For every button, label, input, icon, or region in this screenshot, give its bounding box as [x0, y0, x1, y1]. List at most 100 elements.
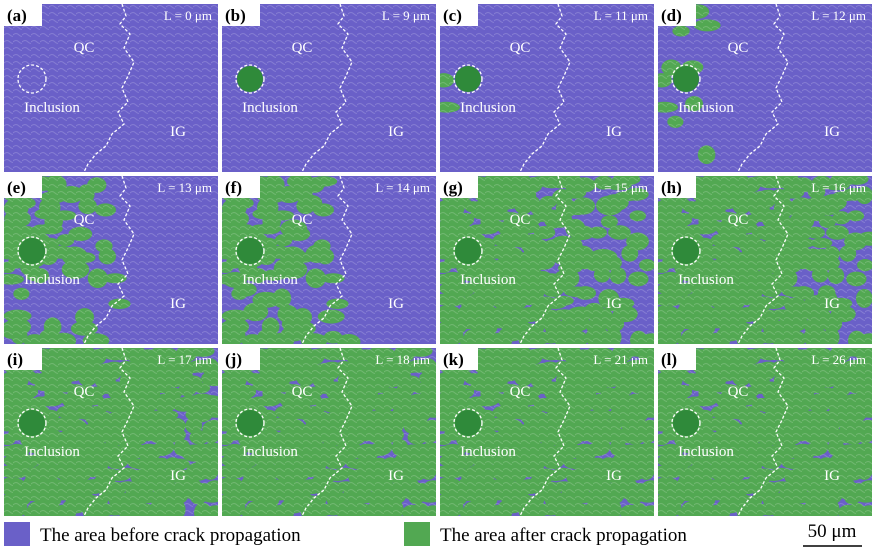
length-label: L = 11 μm	[594, 8, 648, 23]
panel-label: (a)	[7, 6, 27, 25]
micrograph	[211, 174, 436, 352]
region-label: Inclusion	[242, 100, 298, 116]
inclusion-fill	[237, 66, 263, 92]
region-label: Inclusion	[242, 272, 298, 288]
panel: QC Inclusion IG (j) L = 18 μm	[211, 345, 448, 524]
micrograph	[0, 345, 230, 524]
region-label: IG	[824, 124, 840, 140]
region-label: IG	[170, 296, 186, 312]
panel-grid: QC Inclusion IG (a) L = 0 μm QC Inclusion IG (b)…	[0, 4, 874, 523]
length-label: L = 0 μm	[164, 8, 212, 23]
legend-swatch	[4, 522, 30, 546]
micrograph	[433, 4, 654, 172]
region-label: Inclusion	[242, 444, 298, 460]
legend-label: The area before crack propagation	[40, 525, 301, 546]
region-label: QC	[292, 40, 313, 56]
micrograph	[429, 173, 666, 352]
panel: QC Inclusion IG (b) L = 9 μm	[222, 4, 436, 172]
inclusion-fill	[19, 238, 45, 264]
scale-bar-label: 50 μm	[808, 521, 857, 542]
region-label: Inclusion	[460, 100, 516, 116]
region-label: QC	[510, 384, 531, 400]
region-label: QC	[728, 384, 749, 400]
texture	[4, 4, 218, 172]
panel-label: (b)	[225, 6, 246, 25]
micrograph	[4, 4, 218, 172]
panel-label: (k)	[443, 350, 464, 369]
micrograph	[0, 175, 218, 350]
panel: QC Inclusion IG (c) L = 11 μm	[433, 4, 654, 172]
region-label: Inclusion	[460, 272, 516, 288]
panel: QC Inclusion IG (l) L = 26 μm	[647, 345, 874, 524]
length-label: L = 21 μm	[593, 352, 648, 367]
region-label: Inclusion	[24, 444, 80, 460]
micrograph	[647, 345, 874, 524]
region-label: Inclusion	[24, 272, 80, 288]
panel: QC Inclusion IG (k) L = 21 μm	[429, 345, 666, 524]
region-label: QC	[510, 40, 531, 56]
panel-label: (f)	[225, 178, 242, 197]
inclusion-fill	[19, 410, 45, 436]
region-label: QC	[510, 212, 531, 228]
region-label: Inclusion	[460, 444, 516, 460]
length-label: L = 26 μm	[811, 352, 866, 367]
length-label: L = 16 μm	[811, 180, 866, 195]
region-label: IG	[606, 296, 622, 312]
length-label: L = 15 μm	[593, 180, 648, 195]
region-label: QC	[292, 212, 313, 228]
panel-label: (i)	[7, 350, 23, 369]
panel-label: (g)	[443, 178, 463, 197]
region-label: QC	[74, 212, 95, 228]
micrograph	[429, 345, 666, 524]
region-label: Inclusion	[678, 444, 734, 460]
inclusion-fill	[455, 410, 481, 436]
inclusion-fill	[237, 238, 263, 264]
panel: QC Inclusion IG (f) L = 14 μm	[211, 174, 436, 352]
region-label: IG	[606, 124, 622, 140]
region-label: IG	[388, 468, 404, 484]
region-label: IG	[170, 124, 186, 140]
panel-label: (h)	[661, 178, 682, 197]
legend-swatch	[404, 522, 430, 546]
panel-label: (l)	[661, 350, 677, 369]
micrograph	[211, 345, 448, 524]
panel-label: (j)	[225, 350, 242, 369]
region-label: QC	[728, 212, 749, 228]
panel: QC Inclusion IG (g) L = 15 μm	[429, 173, 666, 352]
panel-label: (c)	[443, 6, 462, 25]
region-label: IG	[388, 296, 404, 312]
region-label: QC	[74, 384, 95, 400]
panel: QC Inclusion IG (e) L = 13 μm	[0, 175, 218, 350]
panel: QC Inclusion IG (a) L = 0 μm	[4, 4, 218, 172]
figure: QC Inclusion IG (a) L = 0 μm QC Inclusion IG (b)…	[0, 0, 874, 550]
panel-label: (d)	[661, 6, 682, 25]
panel-label: (e)	[7, 178, 26, 197]
region-label: Inclusion	[678, 272, 734, 288]
micrograph	[647, 173, 874, 352]
region-label: IG	[824, 296, 840, 312]
inclusion-fill	[673, 66, 699, 92]
micrograph	[222, 4, 436, 172]
inclusion-fill	[455, 66, 481, 92]
micrograph	[651, 4, 872, 172]
region-label: IG	[824, 468, 840, 484]
region-label: QC	[728, 40, 749, 56]
inclusion-fill	[673, 238, 699, 264]
region-label: QC	[292, 384, 313, 400]
length-label: L = 13 μm	[157, 180, 212, 195]
region-label: IG	[388, 124, 404, 140]
panel: QC Inclusion IG (h) L = 16 μm	[647, 173, 874, 352]
legend-label: The area after crack propagation	[440, 525, 687, 546]
region-label: IG	[606, 468, 622, 484]
region-label: Inclusion	[24, 100, 80, 116]
region-label: QC	[74, 40, 95, 56]
inclusion-fill	[237, 410, 263, 436]
length-label: L = 9 μm	[382, 8, 430, 23]
region-label: Inclusion	[678, 100, 734, 116]
length-label: L = 18 μm	[375, 352, 430, 367]
length-label: L = 14 μm	[375, 180, 430, 195]
inclusion-fill	[455, 238, 481, 264]
legend: The area before crack propagation The are…	[4, 522, 687, 546]
